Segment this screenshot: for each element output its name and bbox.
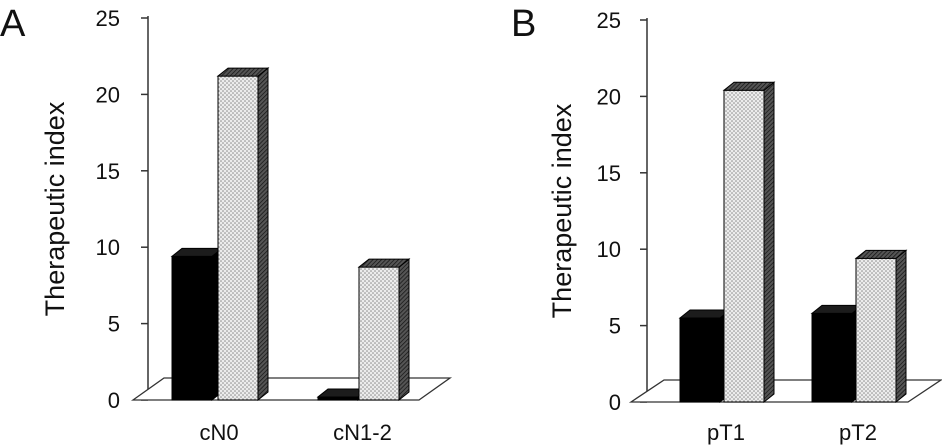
y-axis-title: Therapeutic index [547, 103, 577, 318]
y-tick-label: 0 [108, 388, 120, 413]
bar-chart-b: 0 5 10 15 20 25 Therapeutic index pT1 pT2 [547, 8, 942, 445]
category-label: cN0 [199, 420, 238, 445]
y-axis-title: Therapeutic index [40, 101, 70, 316]
bar-chart-a: 0 5 10 15 20 25 Therapeutic index cN0 cN1-2 [40, 6, 453, 445]
bar-dotted-gray [854, 249, 908, 404]
y-tick-label: 20 [597, 84, 621, 109]
y-tick-label: 15 [597, 161, 621, 186]
panel-label: B [511, 3, 537, 45]
chart-panel-b: B 0 5 10 15 20 25 Therapeutic index pT1 pT2 [471, 0, 942, 448]
y-tick-label: 10 [597, 237, 621, 262]
category-label: pT2 [839, 420, 877, 445]
bar-solid-black [170, 247, 224, 402]
y-tick-label: 0 [609, 390, 621, 415]
y-tick-label: 10 [96, 235, 120, 260]
bar-dotted-gray [216, 67, 270, 402]
y-tick-label: 5 [108, 312, 120, 337]
bar-solid-black [678, 308, 732, 404]
y-tick-label: 25 [96, 6, 120, 31]
y-tick-label: 25 [597, 8, 621, 33]
chart-panel-a: A 0 5 10 15 20 25 Therapeutic index cN0 cN1-2 [0, 3, 453, 445]
category-label: pT1 [707, 420, 745, 445]
y-tick-label: 5 [609, 314, 621, 339]
y-tick-label: 15 [96, 159, 120, 184]
bar-solid-black [810, 304, 864, 404]
bar-dotted-gray [722, 81, 776, 404]
y-tick-label: 20 [96, 82, 120, 107]
category-label: cN1-2 [333, 420, 392, 445]
panel-label: A [0, 3, 26, 45]
bar-dotted-gray [357, 258, 411, 402]
